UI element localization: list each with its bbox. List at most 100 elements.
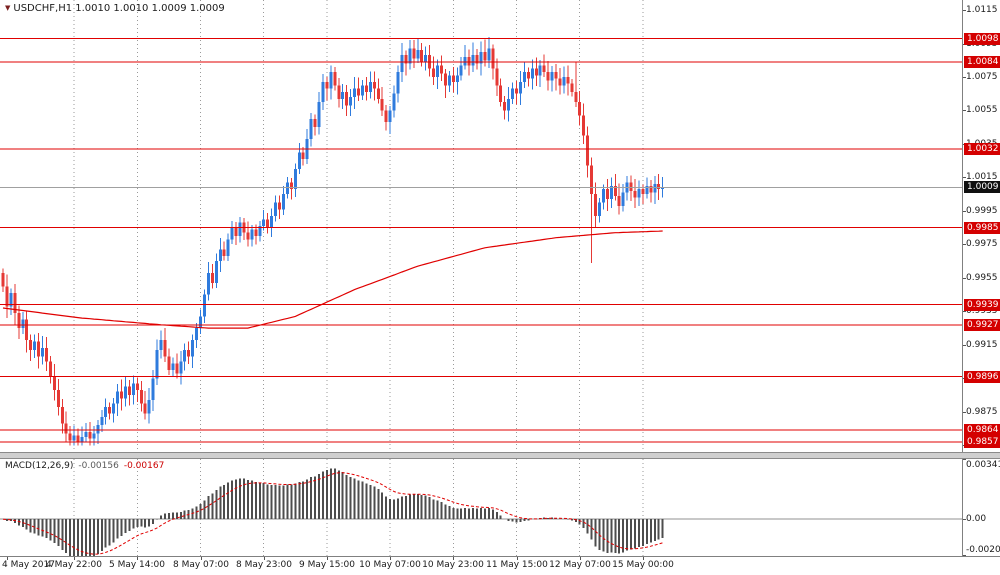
candle-body (258, 226, 262, 237)
candle-body (392, 93, 396, 111)
candle-body (515, 88, 518, 94)
candle (171, 357, 175, 377)
candle (566, 65, 570, 96)
candle-body (341, 92, 345, 99)
candle (317, 91, 321, 135)
symbol-marker-icon: ▼ (5, 4, 11, 12)
candle-body (436, 65, 439, 78)
candle-body (357, 88, 360, 96)
candle-body (131, 383, 135, 396)
candle-body (511, 88, 515, 99)
candle (191, 334, 195, 369)
candle (222, 241, 226, 261)
candle (238, 217, 242, 243)
level-price-badge[interactable]: 0.9864 (964, 424, 1000, 436)
candle (37, 332, 41, 369)
candle (281, 185, 285, 215)
macd-chart-area[interactable]: MACD(12,26,9) -0.00156 -0.00167 (0, 459, 962, 556)
time-tick-mark (643, 557, 644, 560)
macd-main-value: -0.00156 (78, 461, 119, 471)
candle (112, 397, 116, 423)
candle (518, 71, 522, 105)
time-label: 9 May 15:00 (299, 560, 355, 570)
candle (408, 40, 412, 70)
candle-body (562, 77, 566, 86)
candle (424, 46, 428, 71)
candle (416, 38, 420, 64)
level-price-badge[interactable]: 0.9857 (964, 436, 1000, 448)
candle-body (92, 433, 96, 439)
level-price-badge[interactable]: 1.0032 (964, 143, 1000, 155)
candle (479, 41, 483, 76)
level-price-badge[interactable]: 1.0098 (964, 33, 1000, 45)
candle (159, 330, 163, 359)
level-price-badge[interactable]: 0.9939 (964, 299, 1000, 311)
time-tick-mark (201, 557, 202, 560)
time-label: 5 May 14:00 (109, 560, 165, 570)
candle-body (56, 390, 60, 407)
candle-body (274, 202, 278, 216)
macd-canvas[interactable] (0, 459, 962, 556)
candle-body (463, 56, 467, 66)
price-tick-label: 0.9875 (966, 407, 998, 417)
candle-body (590, 165, 594, 195)
candle-body (518, 82, 522, 94)
price-chart-canvas[interactable] (0, 0, 962, 452)
macd-axis[interactable]: 0.00341 0.00 -0.00208 (962, 459, 1000, 556)
time-label: 8 May 07:00 (173, 560, 229, 570)
time-axis[interactable]: 4 May 2017 4 May 22:00 5 May 14:00 8 May 07… (0, 556, 1000, 575)
moving-average-line[interactable] (2, 230, 663, 329)
level-price-badge[interactable]: 0.9985 (964, 222, 1000, 234)
candle-body (649, 185, 653, 193)
candle-body (285, 182, 289, 195)
candle (515, 80, 518, 105)
price-tick-label: 1.0015 (966, 172, 998, 182)
price-chart-area[interactable]: ▼ USDCHF,H1 1.0010 1.0010 1.0009 1.0009 (0, 0, 962, 452)
candle-body (317, 102, 321, 128)
candle-body (353, 88, 357, 98)
candle (570, 78, 574, 97)
level-price-badge[interactable]: 0.9927 (964, 319, 1000, 331)
macd-tick-label: -0.00208 (966, 545, 1000, 555)
candle-body (44, 348, 48, 362)
candle-body (147, 400, 151, 414)
time-tick-mark (580, 557, 581, 560)
price-axis[interactable]: 1.01151.00951.00751.00551.00351.00150.99… (962, 0, 1000, 452)
candle-body (325, 82, 329, 89)
candle (100, 409, 104, 432)
candle (447, 70, 451, 92)
macd-panel-row: MACD(12,26,9) -0.00156 -0.00167 0.00341 0.0… (0, 459, 1000, 556)
candle (33, 334, 37, 358)
candle (495, 58, 499, 97)
candle-body (139, 390, 143, 404)
candle (167, 348, 171, 376)
candle-body (281, 194, 285, 210)
candle-body (609, 185, 613, 200)
candle-body (309, 118, 313, 139)
candle-body (234, 227, 238, 237)
candle-body (135, 383, 139, 391)
candle-body (345, 92, 349, 106)
candle (511, 82, 515, 105)
level-price-badge[interactable]: 1.0084 (964, 56, 1000, 68)
candle (483, 39, 487, 67)
candle (104, 398, 108, 425)
candle-body (522, 71, 526, 83)
chart-title: ▼ USDCHF,H1 1.0010 1.0010 1.0009 1.0009 (5, 3, 225, 14)
candle (210, 264, 214, 289)
price-tick-label: 0.9935 (966, 306, 998, 316)
candle (44, 337, 48, 372)
candle-body (503, 102, 507, 111)
level-price-badge[interactable]: 0.9896 (964, 371, 1000, 383)
candle (321, 74, 325, 111)
candle-body (637, 189, 641, 198)
candle (451, 66, 455, 93)
price-tick-mark (963, 77, 966, 78)
candle (337, 78, 341, 108)
candle (629, 175, 633, 202)
candle-body (412, 48, 416, 59)
macd-tick-label: 0.00 (966, 514, 987, 524)
candle-body (416, 50, 420, 59)
candle (199, 309, 202, 335)
panel-splitter-handle[interactable] (0, 452, 1000, 459)
